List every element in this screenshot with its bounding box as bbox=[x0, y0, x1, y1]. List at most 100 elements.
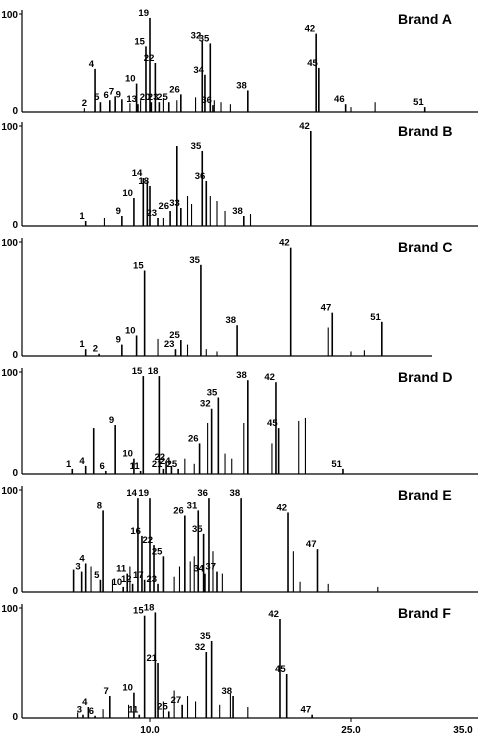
peak-label: 4 bbox=[79, 553, 85, 564]
peak-label: 25 bbox=[167, 459, 178, 470]
panel-title: Brand E bbox=[398, 487, 452, 503]
peak-label: 9 bbox=[116, 335, 121, 346]
peak-label: 42 bbox=[276, 502, 287, 513]
peak-label: 9 bbox=[109, 415, 114, 426]
peak-label: 27 bbox=[171, 695, 182, 706]
peak-label: 6 bbox=[104, 90, 109, 101]
peak-label: 18 bbox=[138, 176, 149, 187]
peak-label: 21 bbox=[146, 653, 157, 664]
peak-label: 8 bbox=[97, 500, 102, 511]
peak-label: 5 bbox=[94, 570, 100, 581]
peak-label: 10 bbox=[122, 188, 133, 199]
peak-label: 34 bbox=[193, 564, 204, 575]
peak-label: 42 bbox=[264, 372, 275, 383]
peak-label: 38 bbox=[230, 488, 241, 499]
y-tick-label: 0 bbox=[12, 350, 18, 361]
peak-label: 6 bbox=[89, 706, 94, 717]
peak-label: 38 bbox=[232, 206, 243, 217]
peak-label: 4 bbox=[79, 456, 85, 467]
shared-x-axis: 10.0 25.0 35.0 bbox=[140, 725, 473, 735]
peak-label: 22 bbox=[142, 535, 153, 546]
peak-label: 18 bbox=[148, 366, 159, 377]
peak-label: 51 bbox=[413, 97, 424, 108]
peak-label: 36 bbox=[201, 95, 212, 106]
peak-label: 22 bbox=[155, 452, 166, 463]
x-tick-label: 10.0 bbox=[140, 725, 160, 735]
peak-label: 2 bbox=[93, 344, 98, 355]
peak-label: 19 bbox=[138, 488, 149, 499]
peak-label: 26 bbox=[169, 84, 180, 95]
peak-label: 38 bbox=[222, 686, 233, 697]
peak-label: 1 bbox=[79, 211, 85, 222]
peak-label: 13 bbox=[126, 94, 137, 105]
peak-label: 35 bbox=[207, 388, 218, 399]
peak-label: 5 bbox=[94, 92, 100, 103]
peak-label: 42 bbox=[279, 238, 290, 249]
peak-label: 10 bbox=[122, 449, 133, 460]
peak-label: 25 bbox=[152, 546, 163, 557]
peak-label: 34 bbox=[193, 65, 204, 76]
peak-label: 32 bbox=[191, 30, 202, 41]
peak-label: 3 bbox=[75, 562, 80, 573]
peak-label: 20 bbox=[140, 92, 151, 103]
peak-label: 14 bbox=[126, 488, 137, 499]
peak-label: 18 bbox=[144, 602, 155, 613]
y-tick-label: 100 bbox=[1, 238, 18, 249]
peak-label: 42 bbox=[268, 609, 279, 620]
peak-label: 15 bbox=[133, 606, 144, 617]
peak-label: 26 bbox=[159, 201, 170, 212]
peak-label: 23 bbox=[146, 208, 157, 219]
peak-label: 35 bbox=[200, 631, 211, 642]
peak-label: 31 bbox=[187, 500, 198, 511]
peak-label: 10 bbox=[125, 325, 136, 336]
peak-label: 38 bbox=[236, 370, 247, 381]
peak-label: 38 bbox=[236, 80, 247, 91]
peak-label: 7 bbox=[104, 686, 109, 697]
peak-label: 15 bbox=[134, 36, 145, 47]
peak-label: 36 bbox=[197, 488, 208, 499]
peak-label: 4 bbox=[82, 697, 88, 708]
peak-label: 9 bbox=[116, 89, 121, 100]
panel-title: Brand D bbox=[398, 369, 452, 385]
peak-label: 6 bbox=[99, 461, 104, 472]
peak-label: 36 bbox=[195, 171, 206, 182]
peak-label: 32 bbox=[200, 399, 211, 410]
peak-label: 35 bbox=[189, 255, 200, 266]
peak-label: 1 bbox=[79, 339, 85, 350]
peak-label: 25 bbox=[157, 92, 168, 103]
peak-label: 12 bbox=[121, 574, 132, 585]
peak-label: 7 bbox=[109, 86, 114, 97]
peak-label: 11 bbox=[130, 461, 141, 472]
y-tick-label: 0 bbox=[12, 220, 18, 231]
peak-label: 16 bbox=[130, 526, 141, 537]
peak-label: 22 bbox=[144, 53, 155, 64]
peak-label: 32 bbox=[195, 642, 206, 653]
peak-label: 9 bbox=[116, 206, 121, 217]
peak-label: 17 bbox=[133, 570, 144, 581]
peak-label: 2 bbox=[82, 98, 87, 109]
peak-label: 26 bbox=[173, 506, 184, 517]
y-tick-label: 100 bbox=[1, 368, 18, 379]
peak-label: 1 bbox=[66, 459, 72, 470]
y-tick-label: 0 bbox=[12, 468, 18, 479]
peak-label: 42 bbox=[299, 121, 310, 132]
peak-label: 25 bbox=[157, 701, 168, 712]
peak-label: 35 bbox=[191, 141, 202, 152]
peak-label: 24 bbox=[160, 456, 171, 467]
peak-label: 33 bbox=[169, 198, 180, 209]
peak-label: 45 bbox=[275, 664, 286, 675]
y-tick-label: 0 bbox=[12, 712, 18, 723]
peak-label: 45 bbox=[307, 58, 318, 69]
peak-label: 23 bbox=[164, 339, 175, 350]
peak-label: 46 bbox=[334, 94, 345, 105]
y-tick-label: 0 bbox=[12, 586, 18, 597]
y-tick-label: 100 bbox=[1, 604, 18, 615]
peak-label: 23 bbox=[148, 92, 159, 103]
peak-label: 26 bbox=[188, 433, 199, 444]
